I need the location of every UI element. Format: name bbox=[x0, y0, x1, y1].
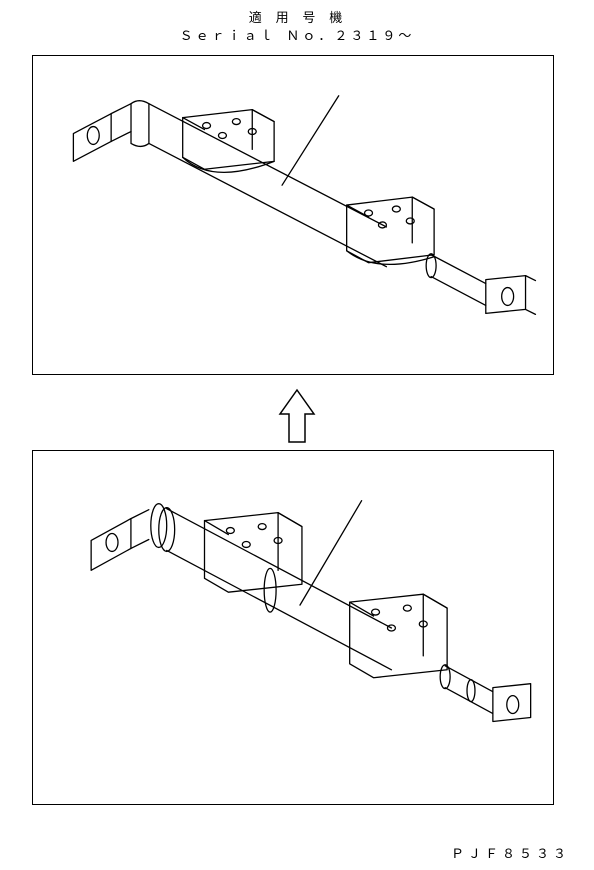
header: 適 用 号 機 Ｓｅｒｉａｌ Ｎｏ．２３１９～ bbox=[0, 0, 594, 46]
cylinder-drawing-bottom bbox=[33, 451, 553, 804]
drawing-code: ＰＪＦ８５３３ bbox=[451, 843, 570, 862]
panel-bottom bbox=[32, 450, 554, 805]
header-line2: Ｓｅｒｉａｌ Ｎｏ．２３１９～ bbox=[0, 28, 594, 46]
cylinder-drawing-top bbox=[33, 56, 553, 374]
header-line1: 適 用 号 機 bbox=[0, 10, 594, 28]
panel-top bbox=[32, 55, 554, 375]
arrow-up-icon bbox=[278, 388, 316, 444]
